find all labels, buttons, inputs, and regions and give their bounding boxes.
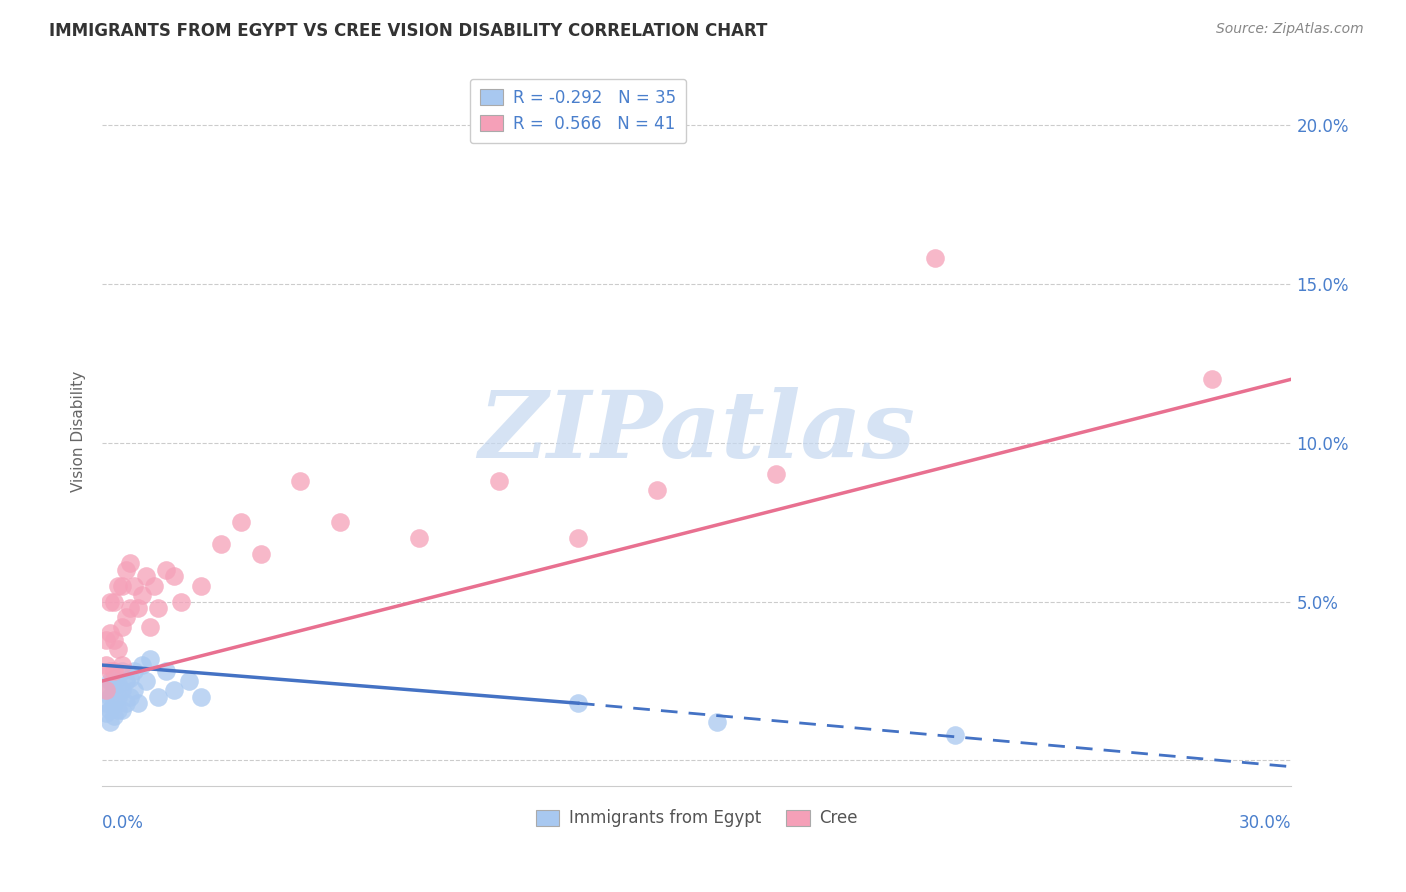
Point	[98, 702, 121, 716]
Point	[103, 683, 125, 698]
Point	[190, 690, 212, 704]
Point	[131, 658, 153, 673]
Point	[408, 531, 430, 545]
Point	[111, 702, 134, 716]
Text: 30.0%: 30.0%	[1239, 814, 1292, 832]
Point	[98, 626, 121, 640]
Point	[645, 483, 668, 498]
Text: IMMIGRANTS FROM EGYPT VS CREE VISION DISABILITY CORRELATION CHART: IMMIGRANTS FROM EGYPT VS CREE VISION DIS…	[49, 22, 768, 40]
Point	[107, 677, 129, 691]
Point	[115, 563, 138, 577]
Point	[943, 728, 966, 742]
Point	[111, 665, 134, 679]
Point	[127, 696, 149, 710]
Point	[96, 632, 118, 647]
Point	[127, 601, 149, 615]
Point	[162, 569, 184, 583]
Point	[107, 690, 129, 704]
Point	[1201, 372, 1223, 386]
Point	[111, 658, 134, 673]
Point	[135, 673, 157, 688]
Point	[142, 579, 165, 593]
Point	[155, 665, 177, 679]
Point	[131, 588, 153, 602]
Y-axis label: Vision Disability: Vision Disability	[72, 371, 86, 492]
Point	[488, 474, 510, 488]
Text: Source: ZipAtlas.com: Source: ZipAtlas.com	[1216, 22, 1364, 37]
Point	[115, 610, 138, 624]
Point	[96, 683, 118, 698]
Point	[135, 569, 157, 583]
Legend: Immigrants from Egypt, Cree: Immigrants from Egypt, Cree	[529, 803, 865, 834]
Point	[111, 579, 134, 593]
Point	[567, 531, 589, 545]
Point	[567, 696, 589, 710]
Point	[103, 709, 125, 723]
Point	[111, 620, 134, 634]
Point	[118, 690, 141, 704]
Point	[98, 594, 121, 608]
Point	[179, 673, 201, 688]
Point	[146, 601, 169, 615]
Point	[122, 579, 145, 593]
Point	[115, 673, 138, 688]
Text: 0.0%: 0.0%	[103, 814, 143, 832]
Point	[103, 594, 125, 608]
Text: ZIPatlas: ZIPatlas	[478, 386, 915, 476]
Point	[115, 696, 138, 710]
Point	[139, 651, 162, 665]
Point	[329, 515, 352, 529]
Point	[103, 665, 125, 679]
Point	[170, 594, 193, 608]
Point	[98, 665, 121, 679]
Point	[118, 601, 141, 615]
Point	[98, 715, 121, 730]
Point	[290, 474, 312, 488]
Point	[103, 632, 125, 647]
Point	[139, 620, 162, 634]
Point	[162, 683, 184, 698]
Point	[122, 665, 145, 679]
Point	[118, 557, 141, 571]
Point	[122, 683, 145, 698]
Point	[155, 563, 177, 577]
Point	[190, 579, 212, 593]
Point	[118, 671, 141, 685]
Point	[96, 683, 118, 698]
Point	[96, 696, 118, 710]
Point	[111, 683, 134, 698]
Point	[765, 467, 787, 482]
Point	[146, 690, 169, 704]
Point	[249, 547, 271, 561]
Point	[103, 671, 125, 685]
Point	[103, 696, 125, 710]
Point	[107, 642, 129, 657]
Point	[229, 515, 252, 529]
Point	[706, 715, 728, 730]
Point	[96, 658, 118, 673]
Point	[107, 702, 129, 716]
Point	[98, 690, 121, 704]
Point	[107, 579, 129, 593]
Point	[209, 537, 232, 551]
Point	[96, 706, 118, 720]
Point	[924, 252, 946, 266]
Point	[98, 673, 121, 688]
